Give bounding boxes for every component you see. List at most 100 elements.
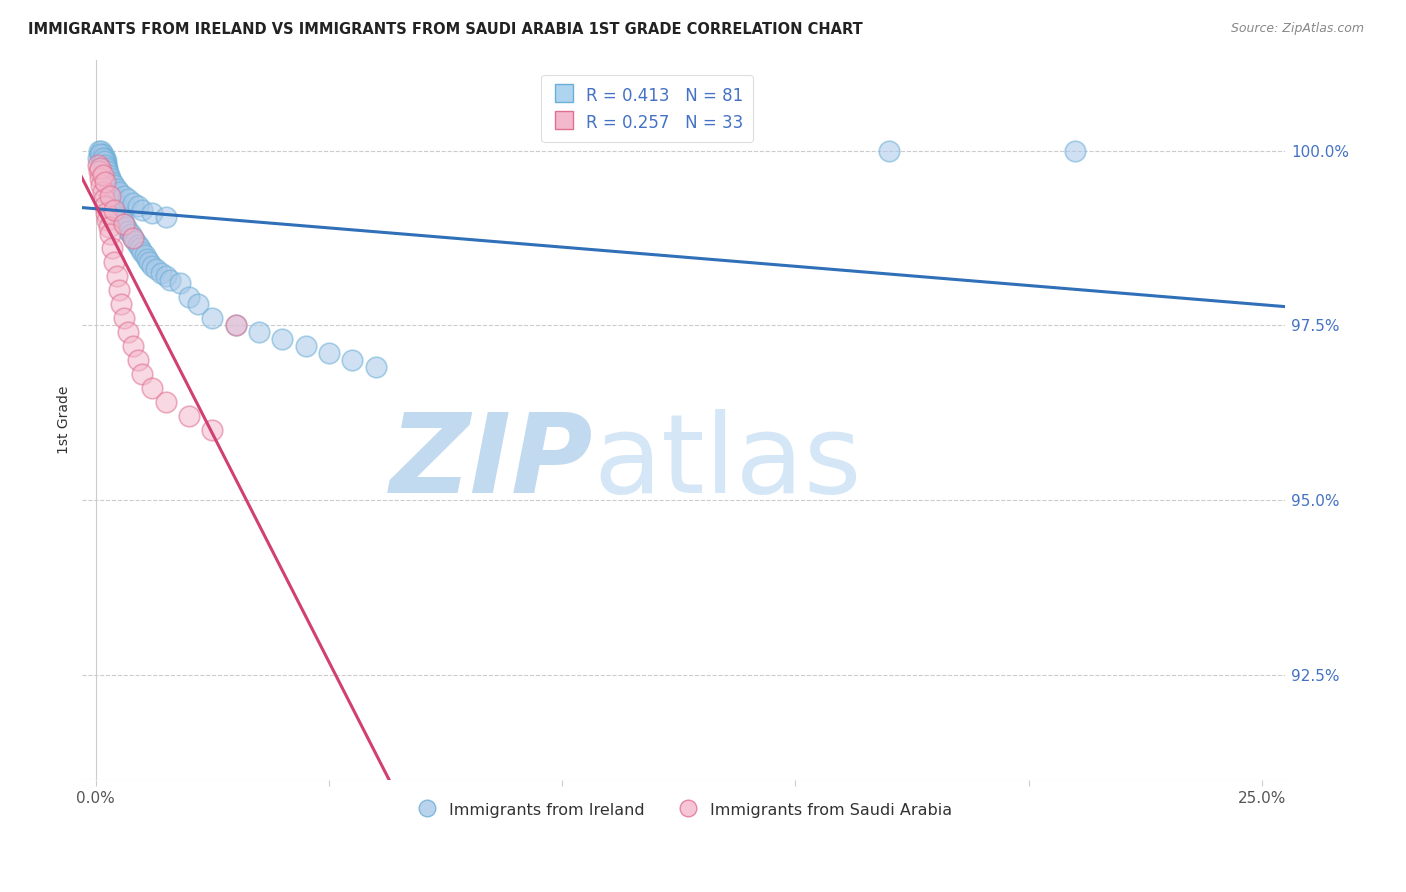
Point [294, 339, 316, 353]
Point [115, 220, 138, 235]
Point [105, 182, 128, 196]
Point [145, 262, 167, 277]
Legend: Immigrants from Ireland, Immigrants from Saudi Arabia: Immigrants from Ireland, Immigrants from… [409, 794, 959, 826]
Point [97, 220, 120, 235]
Text: atlas: atlas [593, 409, 862, 516]
Point [97, 168, 120, 182]
Point [89, 161, 111, 175]
Point [225, 318, 247, 333]
Point [127, 353, 149, 368]
Point [877, 144, 900, 158]
Point [108, 284, 131, 298]
Point [155, 269, 177, 284]
Point [87, 157, 110, 171]
Point [91, 151, 114, 165]
Y-axis label: 1st Grade: 1st Grade [58, 385, 72, 454]
Point [135, 252, 157, 266]
Point [104, 196, 127, 211]
Point [112, 217, 135, 231]
Point [103, 178, 125, 193]
Point [96, 213, 118, 227]
Point [112, 189, 135, 203]
Point [94, 151, 117, 165]
Point [149, 266, 172, 280]
Point [131, 368, 153, 382]
Point [134, 248, 156, 262]
Point [225, 318, 247, 333]
Point [110, 210, 132, 224]
Point [94, 175, 117, 189]
Point [247, 326, 270, 340]
Point [96, 164, 118, 178]
Point [201, 311, 224, 326]
Point [93, 154, 115, 169]
Point [127, 199, 149, 213]
Point [117, 193, 139, 207]
Point [89, 147, 111, 161]
Point [98, 227, 121, 242]
Point [127, 238, 149, 252]
Point [155, 395, 177, 409]
Point [103, 202, 125, 217]
Point [93, 157, 115, 171]
Point [141, 381, 163, 395]
Point [155, 210, 177, 224]
Point [112, 311, 135, 326]
Point [89, 144, 111, 158]
Point [100, 182, 122, 196]
Point [340, 353, 363, 368]
Point [94, 161, 117, 175]
Point [101, 242, 124, 256]
Point [97, 168, 120, 182]
Point [90, 144, 112, 158]
Point [103, 193, 125, 207]
Point [91, 147, 114, 161]
Point [159, 273, 181, 287]
Point [131, 202, 153, 217]
Point [122, 196, 145, 211]
Point [90, 178, 112, 193]
Point [364, 360, 387, 375]
Point [91, 151, 114, 165]
Point [87, 151, 110, 165]
Point [122, 231, 145, 245]
Point [122, 339, 145, 353]
Point [1064, 144, 1087, 158]
Point [201, 423, 224, 437]
Point [94, 154, 117, 169]
Point [117, 326, 139, 340]
Text: ZIP: ZIP [389, 409, 593, 516]
Point [141, 259, 163, 273]
Point [89, 147, 111, 161]
Point [103, 189, 125, 203]
Point [94, 157, 117, 171]
Point [94, 157, 117, 171]
Point [111, 213, 134, 227]
Point [117, 224, 139, 238]
Point [94, 161, 117, 175]
Point [101, 186, 124, 200]
Point [141, 206, 163, 220]
Point [120, 227, 142, 242]
Point [108, 206, 131, 220]
Point [98, 171, 121, 186]
Point [187, 297, 209, 311]
Point [318, 346, 340, 360]
Point [91, 168, 114, 182]
Point [108, 186, 131, 200]
Point [97, 171, 120, 186]
Text: Source: ZipAtlas.com: Source: ZipAtlas.com [1230, 22, 1364, 36]
Point [177, 409, 200, 424]
Point [94, 199, 117, 213]
Point [89, 164, 111, 178]
Point [103, 255, 125, 269]
Point [129, 242, 152, 256]
Point [169, 277, 191, 291]
Point [91, 157, 114, 171]
Point [101, 175, 124, 189]
Point [98, 178, 121, 193]
Point [112, 217, 135, 231]
Point [96, 164, 118, 178]
Point [105, 199, 128, 213]
Point [93, 151, 115, 165]
